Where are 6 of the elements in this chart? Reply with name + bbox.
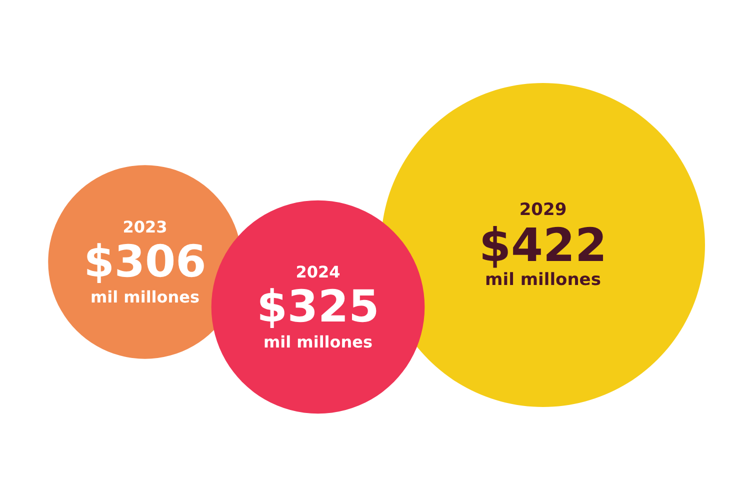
category-label: 2029 (519, 200, 567, 220)
category-label: 2023 (122, 218, 168, 236)
category-label: 2024 (296, 262, 340, 282)
data-label: $325 mil millones (256, 282, 380, 352)
data-label: $422 mil millones (478, 218, 608, 290)
data-label: $306 mil millones (84, 236, 206, 306)
